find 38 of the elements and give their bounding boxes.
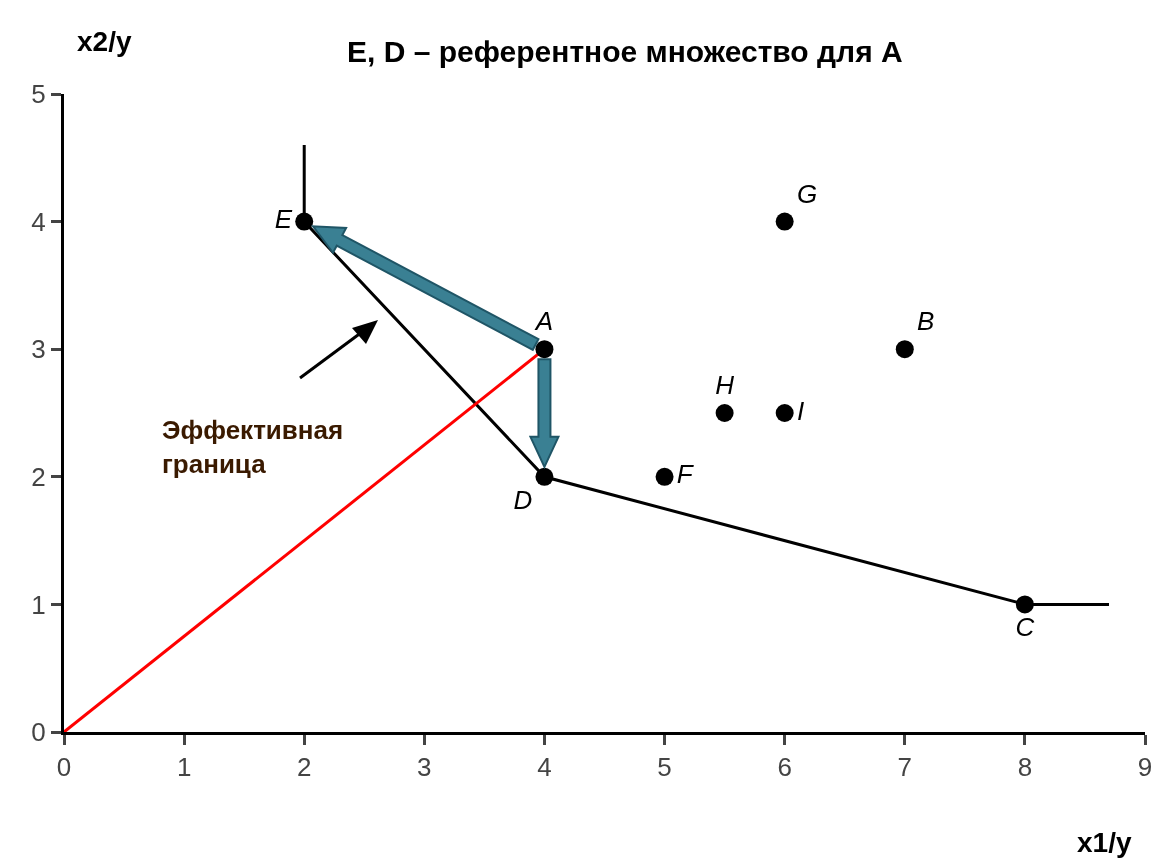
x-tick-label: 5 bbox=[657, 752, 672, 783]
y-axis-title: x2/y bbox=[77, 26, 132, 57]
x-tick-label: 1 bbox=[176, 752, 192, 783]
y-tick-label: 2 bbox=[31, 461, 46, 492]
data-label: A bbox=[533, 306, 554, 337]
point bbox=[655, 467, 674, 486]
chart-title: E, D – референтное множество для А bbox=[347, 35, 903, 68]
x-axis-title: x1/y bbox=[1077, 827, 1132, 858]
data-label: I bbox=[796, 395, 805, 426]
point bbox=[295, 212, 314, 231]
y-tick-label: 1 bbox=[31, 589, 46, 620]
data-label: H bbox=[715, 370, 735, 401]
point bbox=[895, 340, 914, 359]
point bbox=[715, 404, 734, 422]
point bbox=[775, 212, 794, 231]
data-label: G bbox=[796, 178, 818, 209]
point bbox=[535, 467, 554, 486]
x-tick-label: 2 bbox=[296, 752, 312, 783]
data-label: B bbox=[917, 306, 935, 337]
x-tick-label: 9 bbox=[1137, 752, 1153, 783]
annotation: Эффективная граница bbox=[162, 415, 344, 479]
point bbox=[775, 404, 794, 422]
data-label: E bbox=[274, 204, 293, 235]
x-tick-label: 4 bbox=[537, 752, 552, 783]
x-tick-label: 6 bbox=[777, 752, 792, 783]
y-tick-label: 4 bbox=[31, 206, 46, 237]
data-label: C bbox=[1015, 612, 1035, 643]
y-tick-label: 3 bbox=[31, 334, 46, 365]
y-tick-label: 0 bbox=[31, 717, 46, 748]
x-tick-label: 7 bbox=[897, 752, 913, 783]
data-label: D bbox=[513, 484, 533, 515]
data-label: F bbox=[676, 459, 695, 490]
point bbox=[535, 340, 554, 359]
x-tick-label: 0 bbox=[56, 752, 72, 783]
point bbox=[1015, 595, 1034, 614]
y-tick-label: 5 bbox=[31, 79, 46, 110]
x-tick-label: 3 bbox=[417, 752, 432, 783]
x-tick-label: 8 bbox=[1017, 752, 1033, 783]
